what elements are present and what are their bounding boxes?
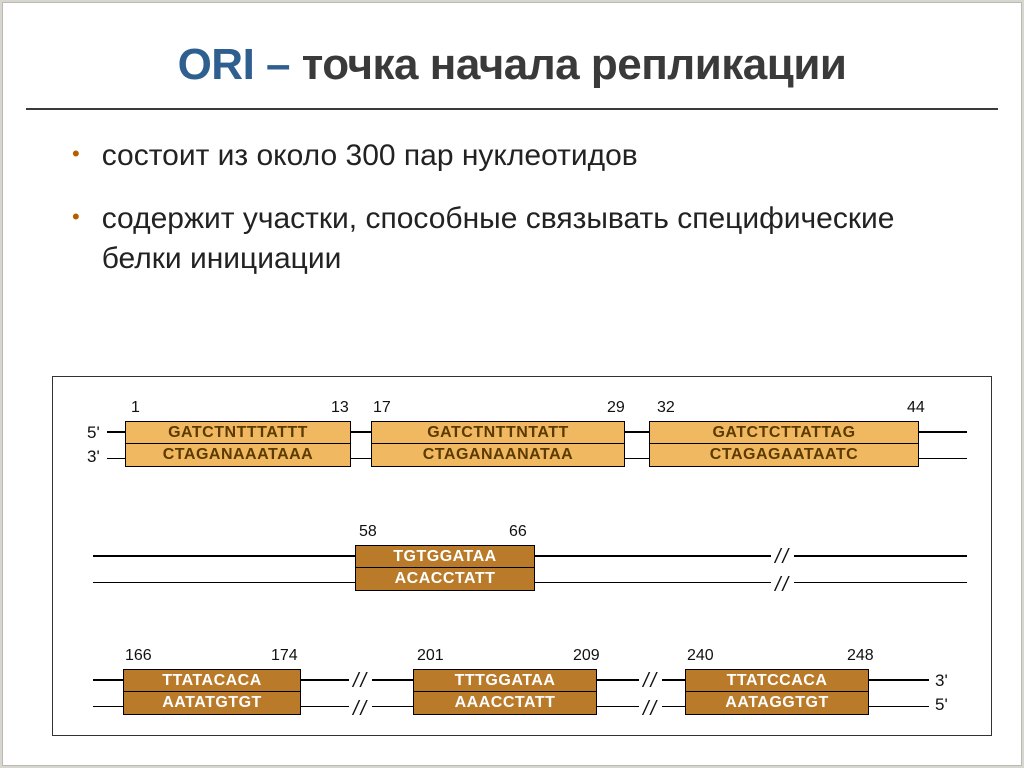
bullet-item: • содержит участки, способные связывать … bbox=[72, 199, 972, 280]
pos-label: 58 bbox=[359, 523, 377, 541]
dna-rail bbox=[919, 431, 967, 459]
dna-rail bbox=[93, 555, 355, 583]
sequence-box: GATCTNTTTATTT CTAGANAAATAAA bbox=[125, 421, 351, 467]
seq-bot: ACACCTATT bbox=[356, 568, 534, 590]
end-label-3prime: 3' bbox=[87, 447, 100, 467]
end-label-5prime: 5' bbox=[935, 695, 948, 715]
seq-bot: AATAGGTGT bbox=[686, 692, 868, 714]
pos-label: 201 bbox=[417, 647, 444, 665]
bullet-dot-icon: • bbox=[72, 136, 80, 172]
pos-label: 174 bbox=[271, 647, 298, 665]
dna-rail bbox=[869, 679, 929, 707]
pos-label: 17 bbox=[373, 399, 391, 417]
sequence-diagram: 5' 3' 1 13 17 29 32 44 GATCTNTTTATTT CTA… bbox=[52, 376, 992, 736]
seq-top: TTTGGATAA bbox=[414, 670, 596, 692]
dna-rail bbox=[351, 431, 371, 459]
title-divider bbox=[26, 108, 998, 110]
dna-rail bbox=[535, 555, 967, 583]
seq-top: GATCTNTTTATTT bbox=[126, 422, 350, 444]
pos-label: 66 bbox=[509, 523, 527, 541]
sequence-box: GATCTNTTNTATT CTAGANAANATAA bbox=[371, 421, 625, 467]
dna-rail bbox=[625, 431, 649, 459]
pos-label: 240 bbox=[687, 647, 714, 665]
pos-label: 166 bbox=[125, 647, 152, 665]
page-title: ORI – точка начала репликации bbox=[2, 2, 1022, 108]
bullet-dot-icon: • bbox=[72, 199, 80, 235]
seq-bot: CTAGANAAATAAA bbox=[126, 444, 350, 466]
slide-frame: ORI – точка начала репликации • состоит … bbox=[0, 0, 1024, 768]
sequence-box: TTATCCACA AATAGGTGT bbox=[685, 669, 869, 715]
seq-bot: AAACCTATT bbox=[414, 692, 596, 714]
sequence-box: TTATACACA AATATGTGT bbox=[123, 669, 301, 715]
pos-label: 1 bbox=[131, 399, 140, 417]
break-mark: // bbox=[639, 671, 662, 691]
pos-label: 209 bbox=[573, 647, 600, 665]
sequence-box: TTTGGATAA AAACCTATT bbox=[413, 669, 597, 715]
sequence-box: TGTGGATAA ACACCTATT bbox=[355, 545, 535, 591]
dna-rail bbox=[107, 431, 125, 459]
seq-bot: AATATGTGT bbox=[124, 692, 300, 714]
seq-top: TGTGGATAA bbox=[356, 546, 534, 568]
title-ori: ORI bbox=[178, 40, 255, 89]
pos-label: 44 bbox=[907, 399, 925, 417]
dna-rail bbox=[93, 679, 123, 707]
break-mark: // bbox=[349, 671, 372, 691]
break-mark: // bbox=[771, 547, 794, 567]
pos-label: 32 bbox=[657, 399, 675, 417]
seq-bot: CTAGANAANATAA bbox=[372, 444, 624, 466]
title-dash: – bbox=[254, 40, 301, 89]
seq-top: TTATCCACA bbox=[686, 670, 868, 692]
pos-label: 248 bbox=[847, 647, 874, 665]
seq-top: GATCTCTTATTAG bbox=[650, 422, 918, 444]
break-mark: // bbox=[349, 699, 372, 719]
break-mark: // bbox=[639, 699, 662, 719]
bullet-text: содержит участки, способные связывать сп… bbox=[102, 199, 972, 280]
seq-top: TTATACACA bbox=[124, 670, 300, 692]
bullet-text: состоит из около 300 пар нуклеотидов bbox=[102, 136, 638, 177]
pos-label: 13 bbox=[331, 399, 349, 417]
seq-bot: CTAGAGAATAATC bbox=[650, 444, 918, 466]
seq-top: GATCTNTTNTATT bbox=[372, 422, 624, 444]
end-label-3prime: 3' bbox=[935, 671, 948, 691]
pos-label: 29 bbox=[607, 399, 625, 417]
end-label-5prime: 5' bbox=[87, 423, 100, 443]
break-mark: // bbox=[771, 575, 794, 595]
title-rest: точка начала репликации bbox=[302, 40, 847, 89]
bullet-list: • состоит из около 300 пар нуклеотидов •… bbox=[2, 136, 1022, 280]
sequence-box: GATCTCTTATTAG CTAGAGAATAATC bbox=[649, 421, 919, 467]
diagram-canvas: 5' 3' 1 13 17 29 32 44 GATCTNTTTATTT CTA… bbox=[53, 377, 991, 735]
bullet-item: • состоит из около 300 пар нуклеотидов bbox=[72, 136, 972, 177]
